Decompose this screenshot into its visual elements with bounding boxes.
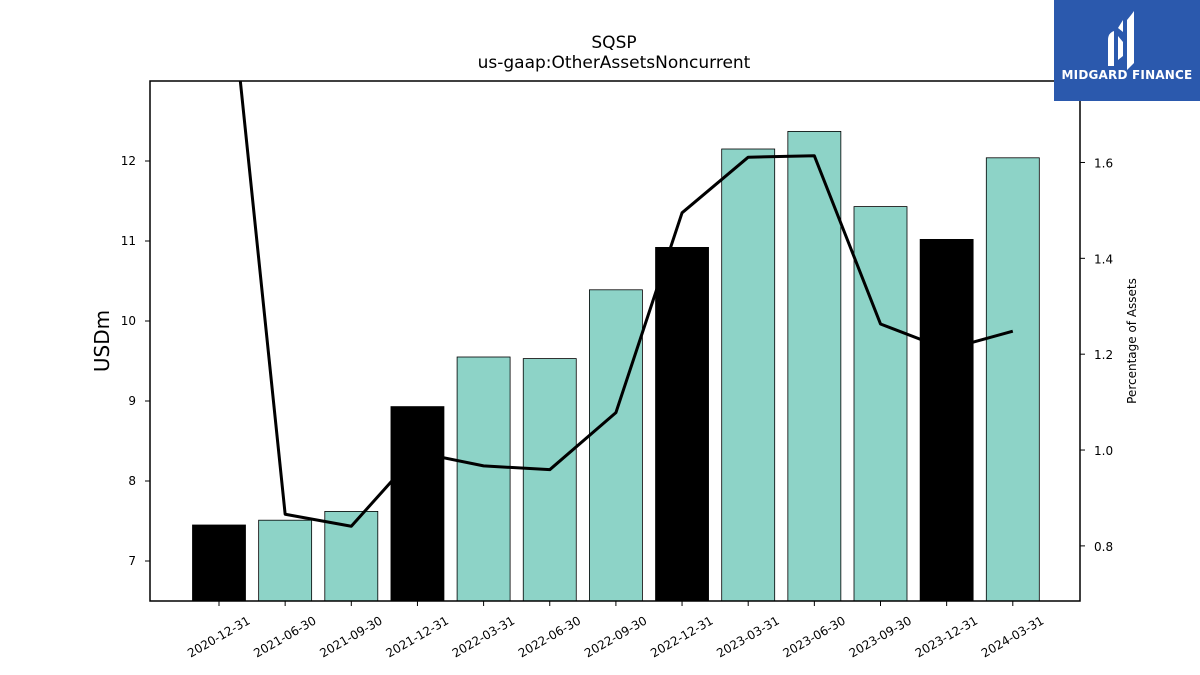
bar-2023-12-31 [919,238,974,602]
x-tick-label: 2021-12-31 [384,613,451,660]
bar-2022-03-31 [456,356,511,602]
brand-logo: MIDGARD FINANCE [1054,0,1200,101]
x-tick-label: 2023-03-31 [714,613,781,660]
y-tick-label: 11 [121,234,136,248]
line-series [238,81,1014,528]
y2-tick-label: 1.4 [1094,252,1113,266]
bar-group [192,130,1040,602]
y-axis-right: 0.8 1.0 1.2 1.4 1.6 [1080,156,1113,554]
bar-2023-03-31 [721,148,776,602]
y-tick-label: 12 [121,154,136,168]
y-tick-label: 7 [128,554,136,568]
x-tick-label: 2022-03-31 [450,613,517,660]
y-tick-label: 10 [121,314,136,328]
bar-2022-12-31 [655,246,709,602]
x-tick-label: 2022-09-30 [582,613,649,660]
y-axis-label: USDm [90,310,114,372]
y-tick-label: 8 [128,474,136,488]
x-tick-label: 2021-06-30 [251,613,318,660]
x-tick-label: 2023-06-30 [780,613,847,660]
x-tick-label: 2021-09-30 [317,613,384,660]
bar-2022-06-30 [522,358,577,602]
y2-tick-label: 1.6 [1094,156,1113,170]
x-tick-label: 2020-12-31 [185,613,252,660]
y2-tick-label: 1.0 [1094,444,1113,458]
bar-2023-06-30 [787,130,842,602]
y2-tick-label: 1.2 [1094,348,1113,362]
bar-2022-09-30 [589,289,643,602]
chart-subtitle: us-gaap:OtherAssetsNoncurrent [478,53,751,73]
logo-text: MIDGARD FINANCE [1061,68,1193,82]
line-group [238,81,1014,528]
x-tick-label: 2022-06-30 [516,613,583,660]
bar-2023-09-30 [853,206,908,602]
x-tick-label: 2022-12-31 [648,613,715,660]
logo-mark-icon [1108,11,1134,70]
plot-frame [149,80,1081,602]
y-axis-left: 7 8 9 10 11 12 [121,154,150,568]
bar-2021-06-30 [258,519,313,602]
x-axis: 2020-12-312021-06-302021-09-302021-12-31… [185,601,1046,660]
x-tick-label: 2023-12-31 [913,613,980,660]
bar-2024-03-31 [985,157,1040,602]
x-tick-label: 2024-03-31 [979,613,1046,660]
y-tick-label: 9 [128,394,136,408]
x-tick-label: 2023-09-30 [847,613,914,660]
bar-2020-12-31 [192,524,246,602]
chart-title: SQSP [591,33,636,53]
bar-2021-12-31 [390,406,445,602]
y2-axis-label: Percentage of Assets [1125,278,1139,404]
y2-tick-label: 0.8 [1094,540,1113,554]
